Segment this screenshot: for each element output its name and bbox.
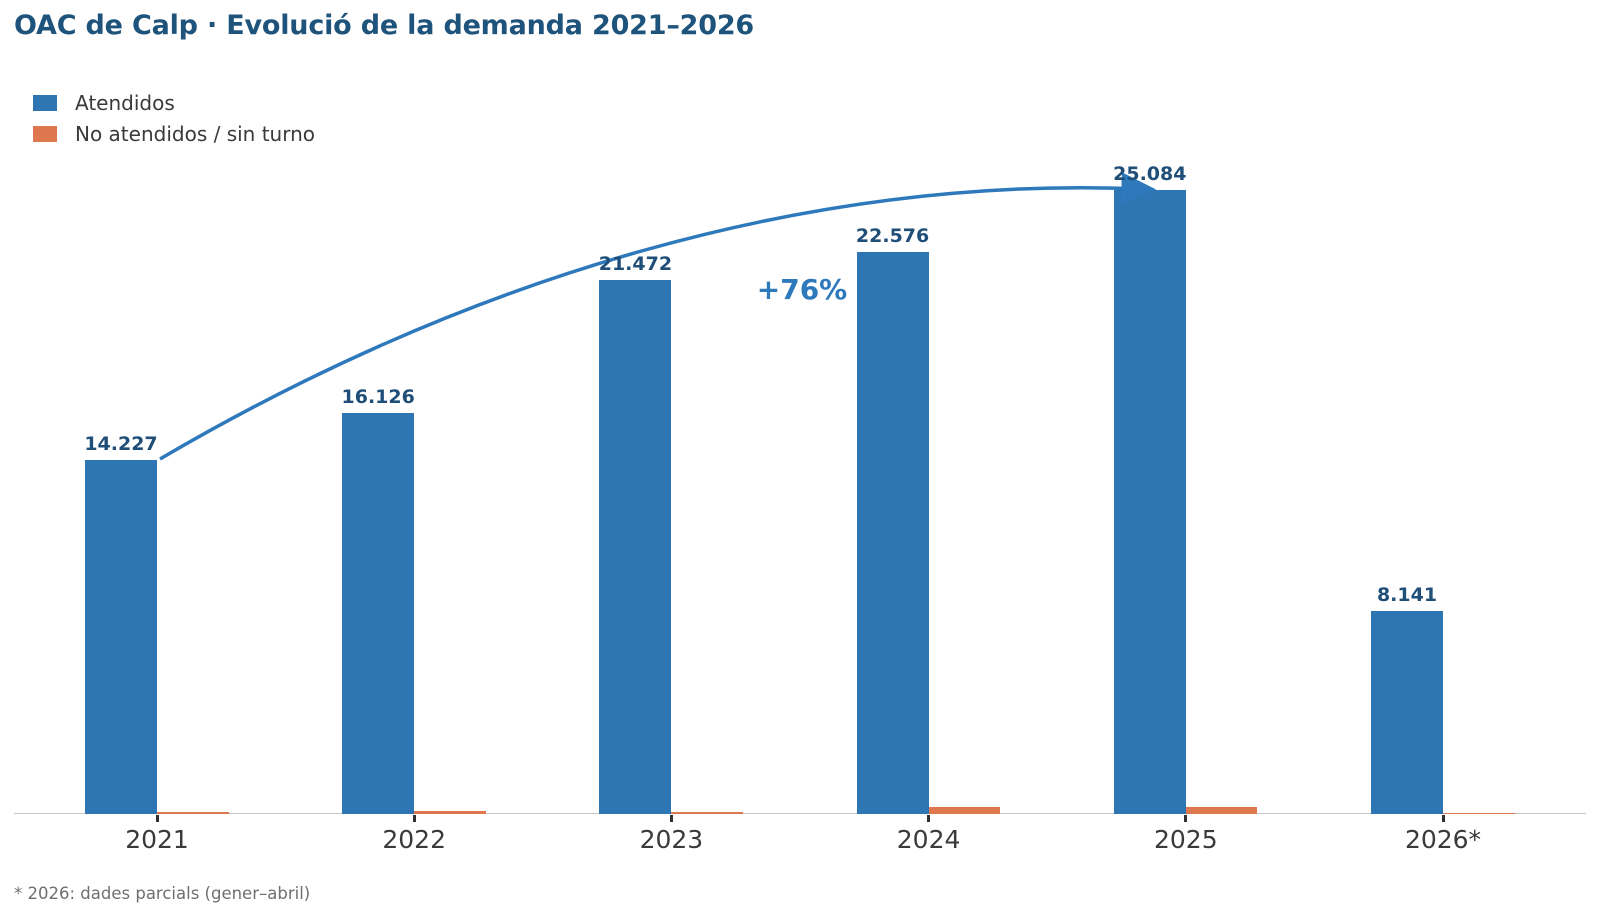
legend-label-atendidos: Atendidos <box>75 90 175 115</box>
plot-area: +76% 14.227 2021 16.126 2022 21.472 2023 22.57… <box>14 163 1586 854</box>
legend-swatch-no-atendidos-icon <box>33 125 57 142</box>
bar-atendidos <box>85 460 157 814</box>
bar-no-atendidos <box>671 811 743 814</box>
bar-atendidos <box>1113 190 1186 814</box>
legend-label-no-atendidos: No atendidos / sin turno <box>75 121 315 146</box>
value-label: 16.126 <box>341 385 415 408</box>
x-tick-label: 2026* <box>1404 825 1482 854</box>
legend-swatch-atendidos-icon <box>33 94 57 111</box>
x-tick-label: 2022 <box>382 825 446 854</box>
axis-tick <box>927 815 931 822</box>
growth-arrow-icon <box>159 172 1157 461</box>
value-label: 8.141 <box>1376 584 1438 607</box>
axis-tick <box>1184 815 1188 822</box>
legend-item-atendidos: Atendidos <box>33 87 315 118</box>
bar-no-atendidos <box>1185 806 1258 814</box>
footnote: * 2026: dades parcials (gener–abril) <box>14 884 311 903</box>
x-tick-label: 2021 <box>125 825 189 854</box>
axis-tick <box>155 815 159 822</box>
bar-no-atendidos <box>928 806 1001 814</box>
value-label: 22.576 <box>855 225 930 248</box>
axis-tick <box>412 815 416 822</box>
bar-atendidos <box>856 252 929 814</box>
x-tick-label: 2025 <box>1153 825 1218 854</box>
chart-title: OAC de Calp · Evolució de la demanda 202… <box>14 10 754 41</box>
growth-percentage-label: +76% <box>756 273 848 306</box>
bar-atendidos <box>599 279 672 814</box>
bar-atendidos <box>1371 611 1443 814</box>
axis-tick <box>669 815 673 822</box>
value-label: 25.084 <box>1113 163 1187 185</box>
bar-no-atendidos <box>1443 812 1515 814</box>
x-axis <box>14 813 1586 814</box>
legend-item-no-atendidos: No atendidos / sin turno <box>33 118 315 149</box>
bar-no-atendidos <box>414 810 486 814</box>
value-label: 21.472 <box>598 252 673 275</box>
x-tick-label: 2023 <box>639 825 704 854</box>
bar-atendidos <box>342 412 415 814</box>
x-tick-label: 2024 <box>896 825 961 854</box>
bar-no-atendidos <box>157 811 229 814</box>
value-label: 14.227 <box>84 433 158 456</box>
legend: Atendidos No atendidos / sin turno <box>33 87 315 149</box>
axis-tick <box>1441 815 1445 822</box>
